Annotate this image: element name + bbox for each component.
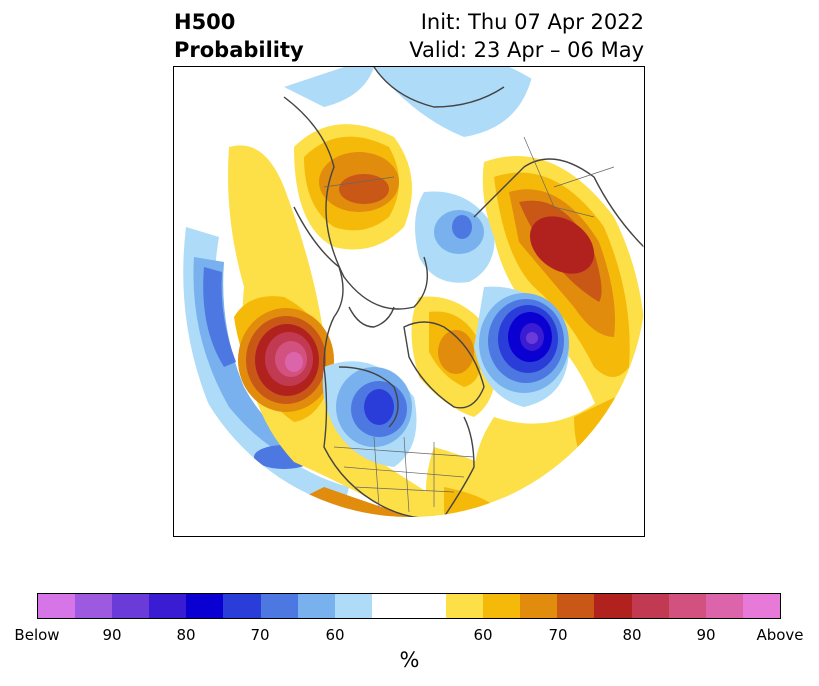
anomaly-above-greenland (411, 296, 497, 417)
colorbar-tick-label: 60 (325, 626, 345, 644)
colorbar-segment (223, 594, 261, 618)
anomaly-below-arctic (415, 191, 495, 283)
anomaly-above-siberia (294, 124, 412, 250)
coastlines (283, 67, 644, 517)
title-left: H500 Probability (174, 8, 304, 64)
colorbar-tick-label: 60 (473, 626, 493, 644)
colorbar (37, 593, 781, 619)
colorbar-tick-label: 80 (176, 626, 196, 644)
colorbar-segment (408, 594, 447, 618)
colorbar-segment (520, 594, 558, 618)
anomaly-below-central-canada (322, 361, 417, 467)
colorbar-segment (446, 594, 484, 618)
north-hemisphere-map (174, 67, 644, 517)
colorbar-tick-label: 70 (250, 626, 270, 644)
colorbar-segment (742, 594, 780, 618)
colorbar-segment (149, 594, 187, 618)
colorbar-tick-label: 80 (622, 626, 642, 644)
colorbar-segment (483, 594, 521, 618)
anomaly-below-west-pacific (183, 227, 349, 507)
colorbar-segment (594, 594, 632, 618)
anomaly-below-north-top (284, 67, 534, 137)
colorbar-segment (38, 594, 76, 618)
colorbar-tick-label: Above (756, 626, 804, 644)
init-time: Init: Thu 07 Apr 2022 (420, 10, 644, 34)
colorbar-segment (705, 594, 743, 618)
anomaly-above-western-russia (482, 156, 644, 433)
borders (323, 136, 615, 513)
anomaly-below-north-atlantic (474, 286, 569, 407)
colorbar-segment (557, 594, 595, 618)
colorbar-ticks: Below 90 80 70 60 60 70 80 90 Above (0, 626, 819, 646)
anomaly-above-gulf-of-alaska (228, 145, 504, 517)
colorbar-units: % (399, 648, 420, 672)
colorbar-segment (75, 594, 113, 618)
colorbar-segment (668, 594, 706, 618)
colorbar-tick-label: 70 (548, 626, 568, 644)
colorbar-segment (334, 594, 372, 618)
colorbar-segment (186, 594, 224, 618)
colorbar-segment (112, 594, 150, 618)
colorbar-segment (631, 594, 669, 618)
probability-map (173, 66, 645, 537)
variable-label: H500 (174, 10, 236, 34)
valid-period: Valid: 23 Apr – 06 May (409, 38, 644, 62)
colorbar-tick-label: 90 (696, 626, 716, 644)
product-label: Probability (174, 38, 304, 62)
colorbar-tick-label: 90 (102, 626, 122, 644)
colorbar-tick-label: Below (14, 626, 60, 644)
colorbar-segment (297, 594, 335, 618)
colorbar-segment (260, 594, 298, 618)
title-right: Init: Thu 07 Apr 2022 Valid: 23 Apr – 06… (409, 8, 644, 64)
colorbar-segment (371, 594, 409, 618)
